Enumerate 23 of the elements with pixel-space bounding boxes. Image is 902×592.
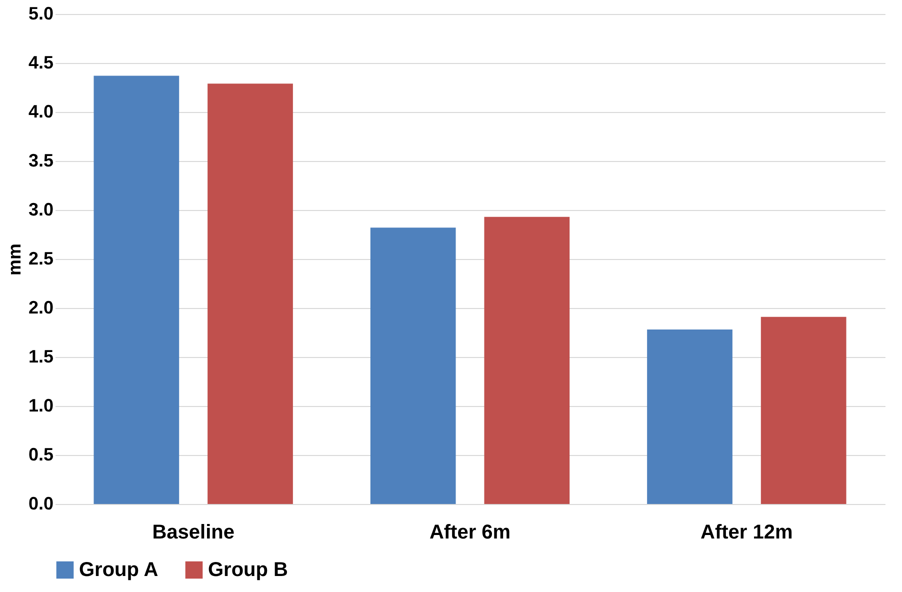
bar [370, 228, 456, 504]
y-tick-label: 5.0 [28, 4, 54, 24]
x-tick-label: After 12m [700, 522, 793, 544]
y-tick-label: 0.5 [28, 444, 54, 464]
legend-label: Group A [79, 559, 158, 581]
y-tick-label: 2.5 [28, 248, 54, 268]
y-tick-label: 4.5 [28, 52, 54, 72]
bar [208, 84, 293, 504]
y-tick-label: 3.5 [28, 150, 54, 170]
y-tick-label: 0.0 [28, 494, 54, 514]
y-tick-label: 1.0 [28, 396, 54, 416]
y-tick-label: 3.0 [28, 200, 54, 220]
y-axis-title: mm [4, 243, 24, 276]
bar [647, 330, 732, 504]
x-tick-label: Baseline [152, 522, 234, 544]
legend-label: Group B [208, 559, 288, 581]
bar [484, 216, 570, 504]
y-tick-label: 4.0 [28, 102, 54, 122]
y-tick-label: 2.0 [28, 298, 54, 318]
x-tick-label: After 6m [429, 522, 511, 544]
bar [760, 316, 846, 504]
bar [94, 76, 180, 504]
y-tick-label: 1.5 [28, 346, 54, 366]
